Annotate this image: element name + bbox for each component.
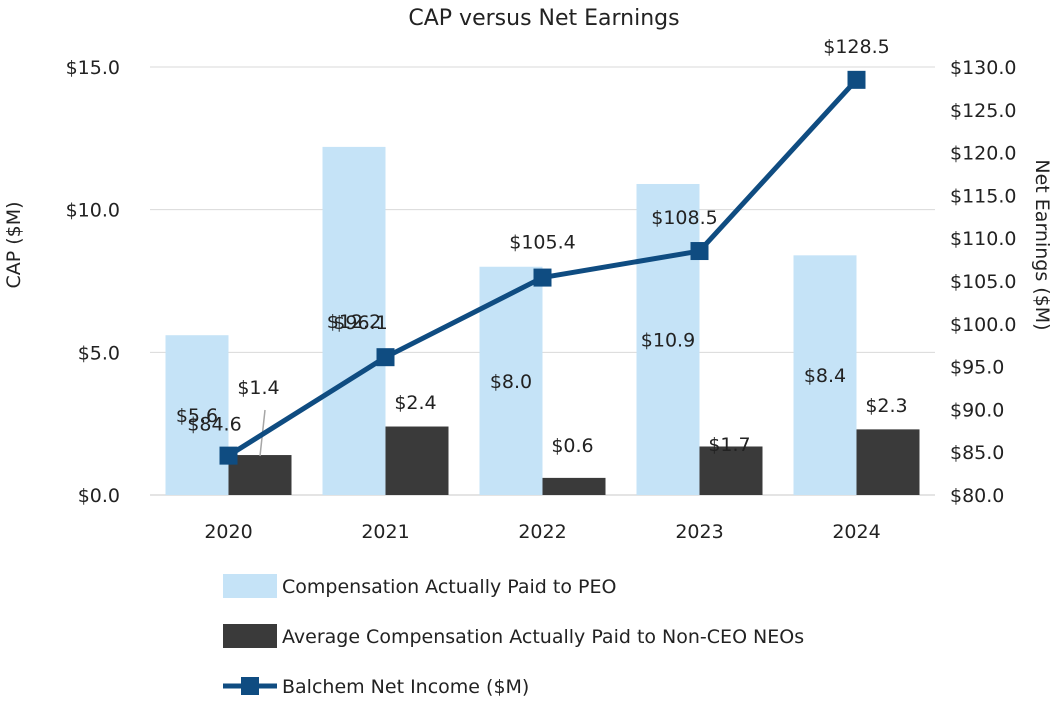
- data-label-peo: $8.0: [490, 371, 532, 393]
- series-neo-bars: [228, 426, 920, 495]
- data-label-net-income: $128.5: [823, 36, 889, 58]
- data-label-net-income: $105.4: [509, 232, 575, 254]
- right-tick-label: $85.0: [950, 442, 1004, 464]
- category-label: 2024: [832, 521, 880, 543]
- right-tick-label: $105.0: [950, 271, 1016, 293]
- net-income-data-labels: $84.6 $96.1 $105.4 $108.5 $128.5: [187, 36, 889, 436]
- net-income-marker: [690, 242, 709, 261]
- data-label-neo: $2.3: [865, 395, 907, 417]
- data-label-net-income: $96.1: [333, 312, 387, 334]
- right-tick-label: $130.0: [950, 57, 1016, 79]
- left-tick-label: $5.0: [78, 342, 120, 364]
- right-tick-label: $100.0: [950, 314, 1016, 336]
- data-label-neo: $0.6: [551, 435, 593, 457]
- legend-swatch-neo: [223, 624, 277, 648]
- bar-peo: [165, 335, 229, 495]
- category-label: 2021: [361, 521, 409, 543]
- data-label-neo: $1.7: [708, 434, 750, 456]
- net-income-marker: [376, 348, 395, 367]
- right-axis-ticks: $80.0 $85.0 $90.0 $95.0 $100.0 $105.0 $110.0 $1…: [950, 57, 1016, 507]
- right-tick-label: $110.0: [950, 228, 1016, 250]
- data-label-peo: $8.4: [804, 365, 846, 387]
- right-axis-title: Net Earnings ($M): [1031, 159, 1053, 330]
- bar-neo: [699, 446, 763, 495]
- left-axis-title: CAP ($M): [3, 201, 25, 288]
- data-label-peo: $5.6: [176, 405, 218, 427]
- category-label: 2020: [204, 521, 252, 543]
- bar-neo: [228, 455, 292, 495]
- bar-peo: [636, 183, 700, 495]
- peo-data-labels: $5.6 $12.2 $8.0 $10.9 $8.4: [176, 311, 846, 427]
- data-label-net-income: $84.6: [187, 414, 241, 436]
- right-tick-label: $95.0: [950, 357, 1004, 379]
- net-income-marker: [533, 268, 552, 287]
- legend-label-peo: Compensation Actually Paid to PEO: [282, 576, 616, 598]
- left-tick-label: $0.0: [78, 485, 120, 507]
- data-label-neo: $2.4: [394, 392, 436, 414]
- right-tick-label: $90.0: [950, 399, 1004, 421]
- category-axis-labels: 2020 2021 2022 2023 2024: [204, 521, 880, 543]
- data-label-net-income: $108.5: [651, 207, 717, 229]
- category-label: 2023: [675, 521, 723, 543]
- legend-marker-net-income: [241, 677, 259, 695]
- left-tick-label: $15.0: [66, 57, 120, 79]
- left-axis-ticks: $0.0 $5.0 $10.0 $15.0: [66, 57, 120, 507]
- right-tick-label: $80.0: [950, 485, 1004, 507]
- legend: Compensation Actually Paid to PEO Averag…: [223, 574, 804, 698]
- bar-neo: [542, 477, 606, 495]
- neo-data-labels: $1.4 $2.4 $0.6 $1.7 $2.3: [237, 377, 907, 457]
- data-label-peo: $12.2: [327, 311, 381, 333]
- right-tick-label: $120.0: [950, 143, 1016, 165]
- data-label-peo: $10.9: [641, 329, 695, 351]
- data-label-neo: $1.4: [237, 377, 279, 399]
- chart-title: CAP versus Net Earnings: [408, 6, 679, 31]
- bar-neo: [856, 429, 920, 495]
- right-tick-label: $115.0: [950, 185, 1016, 207]
- legend-swatch-peo: [223, 574, 277, 598]
- series-peo-bars: [165, 146, 857, 496]
- right-tick-label: $125.0: [950, 100, 1016, 122]
- legend-label-neo: Average Compensation Actually Paid to No…: [282, 626, 804, 648]
- category-label: 2022: [518, 521, 566, 543]
- bar-peo: [322, 146, 386, 496]
- series-net-income-line: [219, 70, 866, 465]
- legend-label-net-income: Balchem Net Income ($M): [282, 676, 529, 698]
- net-income-marker: [219, 446, 238, 465]
- net-income-marker: [847, 70, 866, 89]
- bar-neo: [385, 426, 449, 495]
- left-tick-label: $10.0: [66, 200, 120, 222]
- bar-peo: [793, 255, 857, 495]
